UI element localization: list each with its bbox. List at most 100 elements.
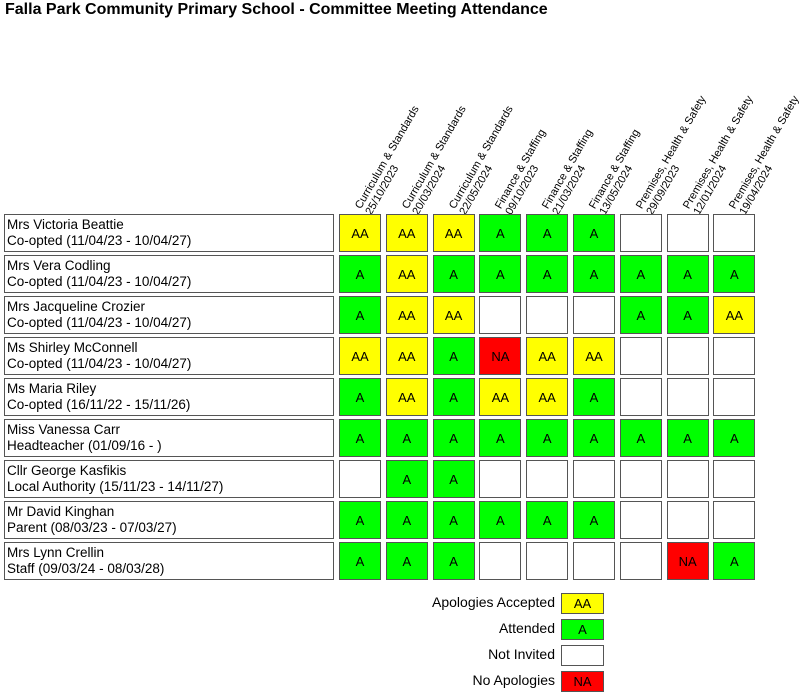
attendance-cell: A bbox=[713, 419, 756, 457]
attendance-cell: A bbox=[573, 419, 615, 457]
member-name: Mrs Lynn Crellin bbox=[7, 545, 105, 560]
member-label: Mrs Jacqueline Crozier Co-opted (11/04/23… bbox=[4, 296, 334, 334]
attendance-cell: NA bbox=[666, 542, 709, 580]
attendance-cell bbox=[526, 460, 569, 498]
member-role: Staff (09/03/24 - 08/03/28) bbox=[7, 561, 165, 576]
member-role: Co-opted (11/04/23 - 10/04/27) bbox=[7, 274, 192, 289]
attendance-cell: A bbox=[479, 255, 522, 293]
member-name: Mrs Vera Codling bbox=[7, 258, 111, 273]
attendance-cell bbox=[526, 542, 569, 580]
attendance-cell: A bbox=[432, 501, 475, 539]
attendance-cell: AA bbox=[385, 296, 428, 334]
attendance-cell bbox=[713, 378, 756, 416]
legend-swatch: AA bbox=[561, 593, 604, 614]
attendance-cell bbox=[666, 337, 709, 375]
member-name: Mrs Jacqueline Crozier bbox=[7, 299, 146, 314]
attendance-cell: A bbox=[526, 255, 569, 293]
attendance-cell: A bbox=[339, 419, 381, 457]
attendance-cell bbox=[619, 378, 662, 416]
attendance-cell bbox=[713, 501, 756, 539]
member-name: Cllr George Kasfikis bbox=[7, 463, 127, 478]
attendance-cell: A bbox=[339, 542, 381, 580]
attendance-cell: AA bbox=[339, 337, 381, 375]
attendance-cell: A bbox=[526, 501, 569, 539]
attendance-cell: A bbox=[666, 255, 709, 293]
attendance-cell: A bbox=[385, 460, 428, 498]
attendance-cell: A bbox=[432, 378, 475, 416]
attendance-cell: A bbox=[573, 214, 615, 252]
attendance-cell: A bbox=[526, 214, 569, 252]
attendance-cell: A bbox=[666, 419, 709, 457]
attendance-cell bbox=[573, 460, 615, 498]
attendance-cell: A bbox=[666, 296, 709, 334]
attendance-cell: A bbox=[619, 419, 662, 457]
legend-label: Attended bbox=[498, 620, 555, 636]
attendance-cell bbox=[619, 337, 662, 375]
attendance-cell: A bbox=[339, 501, 381, 539]
attendance-cell bbox=[666, 214, 709, 252]
attendance-cell: NA bbox=[479, 337, 522, 375]
attendance-cell: A bbox=[339, 255, 381, 293]
attendance-cell: AA bbox=[339, 214, 381, 252]
member-role: Headteacher (01/09/16 - ) bbox=[7, 438, 162, 453]
attendance-cell bbox=[573, 296, 615, 334]
attendance-cell: A bbox=[713, 255, 756, 293]
attendance-cell: A bbox=[479, 501, 522, 539]
attendance-cell: A bbox=[385, 419, 428, 457]
attendance-cell: AA bbox=[432, 296, 475, 334]
column-headers: Curriculum & Standards 25/10/2023 Curricul… bbox=[0, 0, 811, 217]
attendance-cell: AA bbox=[526, 378, 569, 416]
member-name: Mrs Victoria Beattie bbox=[7, 217, 124, 232]
attendance-cell: AA bbox=[432, 214, 475, 252]
attendance-cell bbox=[666, 460, 709, 498]
attendance-cell: A bbox=[479, 214, 522, 252]
legend-label: Not Invited bbox=[488, 646, 555, 662]
attendance-cell bbox=[479, 296, 522, 334]
member-label: Miss Vanessa Carr Headteacher (01/09/16 -… bbox=[4, 419, 334, 457]
legend-label: Apologies Accepted bbox=[432, 594, 555, 610]
attendance-cell bbox=[526, 296, 569, 334]
member-label: Mrs Vera Codling Co-opted (11/04/23 - 10/… bbox=[4, 255, 334, 293]
attendance-cell: A bbox=[479, 419, 522, 457]
attendance-cell: AA bbox=[385, 214, 428, 252]
legend-label: No Apologies bbox=[472, 672, 555, 688]
attendance-cell bbox=[619, 501, 662, 539]
member-role: Co-opted (16/11/22 - 15/11/26) bbox=[7, 397, 191, 412]
member-name: Ms Shirley McConnell bbox=[7, 340, 138, 355]
attendance-cell: AA bbox=[385, 337, 428, 375]
member-label: Mr David Kinghan Parent (08/03/23 - 07/03… bbox=[4, 501, 334, 539]
attendance-cell bbox=[619, 542, 662, 580]
member-label: Ms Maria Riley Co-opted (16/11/22 - 15/11… bbox=[4, 378, 334, 416]
attendance-cell: A bbox=[385, 501, 428, 539]
member-role: Parent (08/03/23 - 07/03/27) bbox=[7, 520, 177, 535]
member-label: Mrs Victoria Beattie Co-opted (11/04/23 -… bbox=[4, 214, 334, 252]
legend-swatch bbox=[561, 645, 604, 666]
attendance-cell bbox=[619, 460, 662, 498]
attendance-cell bbox=[713, 337, 756, 375]
attendance-cell: AA bbox=[573, 337, 615, 375]
attendance-cell: AA bbox=[385, 378, 428, 416]
member-name: Mr David Kinghan bbox=[7, 504, 115, 519]
attendance-cell: A bbox=[713, 542, 756, 580]
attendance-cell: A bbox=[432, 542, 475, 580]
member-label: Mrs Lynn Crellin Staff (09/03/24 - 08/03/… bbox=[4, 542, 334, 580]
attendance-cell: A bbox=[432, 255, 475, 293]
member-label: Ms Shirley McConnell Co-opted (11/04/23 -… bbox=[4, 337, 334, 375]
attendance-cell: AA bbox=[479, 378, 522, 416]
attendance-cell: A bbox=[432, 460, 475, 498]
legend-swatch: NA bbox=[561, 671, 604, 692]
attendance-cell: A bbox=[432, 419, 475, 457]
attendance-cell bbox=[666, 501, 709, 539]
attendance-cell: A bbox=[432, 337, 475, 375]
attendance-cell bbox=[713, 214, 756, 252]
attendance-cell: AA bbox=[385, 255, 428, 293]
member-name: Miss Vanessa Carr bbox=[7, 422, 121, 437]
member-role: Local Authority (15/11/23 - 14/11/27) bbox=[7, 479, 224, 494]
attendance-cell: A bbox=[573, 501, 615, 539]
attendance-cell bbox=[619, 214, 662, 252]
member-role: Co-opted (11/04/23 - 10/04/27) bbox=[7, 315, 192, 330]
attendance-cell: A bbox=[385, 542, 428, 580]
attendance-cell: A bbox=[573, 378, 615, 416]
attendance-cell: AA bbox=[526, 337, 569, 375]
attendance-cell bbox=[479, 542, 522, 580]
